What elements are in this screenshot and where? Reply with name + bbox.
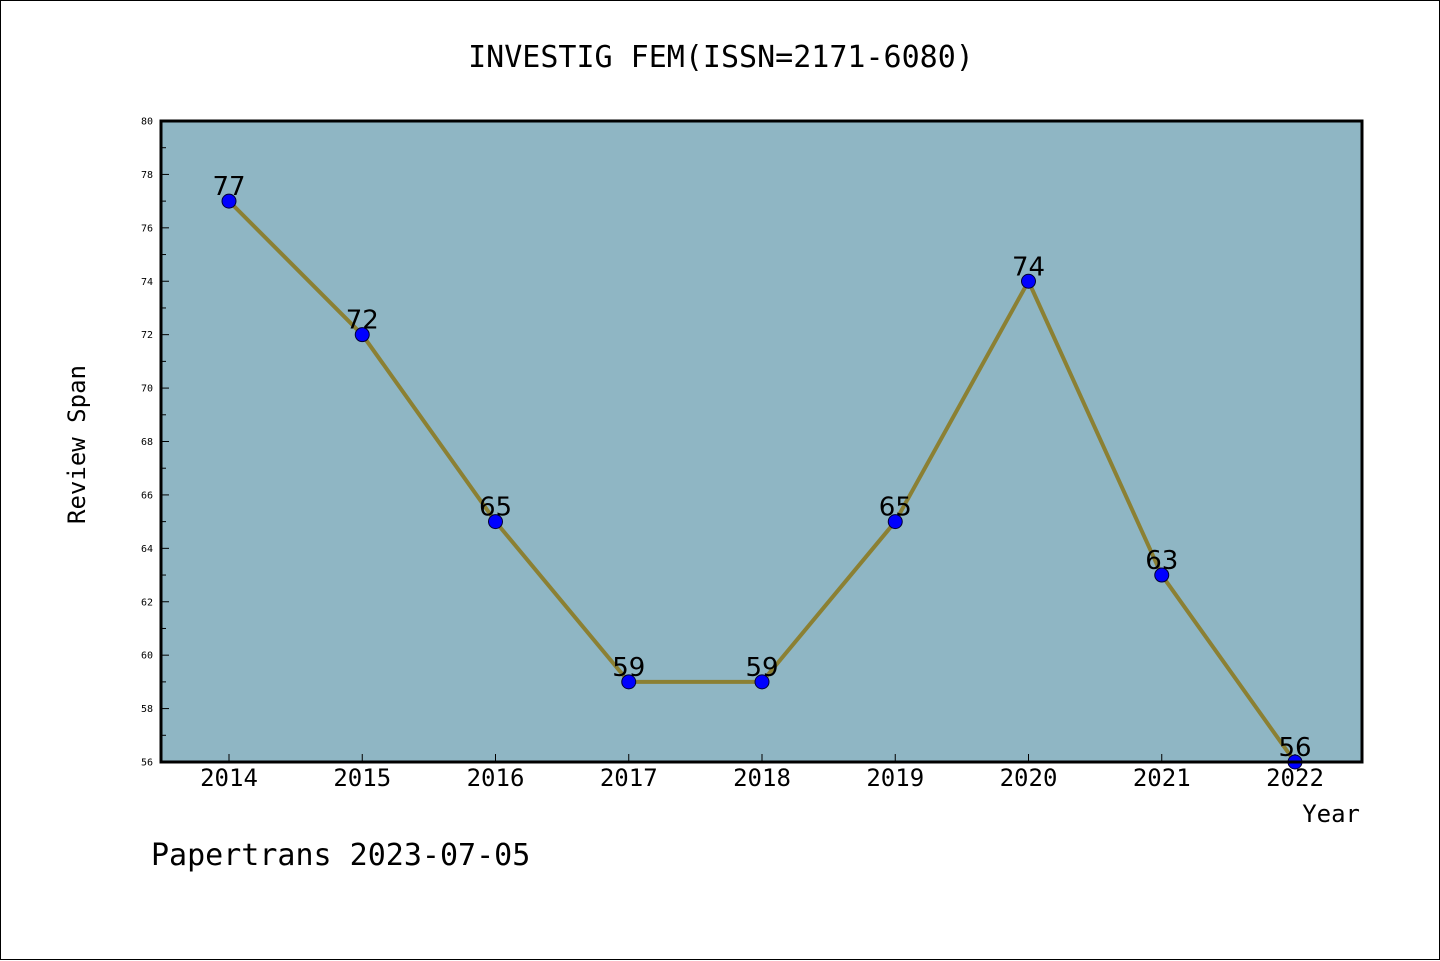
y-tick-label: 78 <box>141 170 153 181</box>
data-label: 59 <box>612 653 645 683</box>
x-tick-label: 2017 <box>600 764 658 792</box>
data-label: 59 <box>745 653 778 683</box>
data-label: 56 <box>1278 733 1311 763</box>
x-tick-label: 2014 <box>200 764 258 792</box>
data-point-marker <box>887 514 903 530</box>
y-tick-label: 72 <box>141 330 153 341</box>
data-point-marker <box>488 514 503 530</box>
y-tick-label: 64 <box>141 544 153 555</box>
data-point-marker <box>1154 567 1170 583</box>
data-label: 74 <box>1012 252 1045 282</box>
y-tick-label: 80 <box>141 117 153 128</box>
y-tick-label: 58 <box>141 704 153 715</box>
x-tick-label: 2020 <box>1000 764 1058 792</box>
series-layer: 77 72 65 59 59 65 74 63 56 <box>212 172 1312 770</box>
chart-title: INVESTIG FEM(ISSN=2171-6080) <box>468 40 974 75</box>
y-axis-label: Review Span <box>63 365 91 524</box>
data-point-marker <box>621 674 637 690</box>
data-point-marker <box>354 327 370 343</box>
x-tick-label: 2021 <box>1133 764 1191 792</box>
x-tick-label: 2018 <box>733 764 791 792</box>
plot-border <box>159 119 1364 764</box>
y-tick-label: 68 <box>141 437 153 448</box>
data-label: 65 <box>879 493 912 523</box>
data-label: 72 <box>346 306 379 336</box>
data-label: 77 <box>212 172 245 202</box>
axis-ticks: 56 58 60 62 64 66 68 70 72 74 76 78 80 2014 2015 2016 20… <box>141 117 1324 793</box>
data-point-marker <box>1021 273 1036 289</box>
y-tick-label: 56 <box>141 758 153 769</box>
x-axis-label: Year <box>1302 800 1360 828</box>
x-tick-label: 2019 <box>866 764 924 792</box>
plot-area <box>161 121 1362 762</box>
x-tick-label: 2015 <box>333 764 391 792</box>
y-tick-label: 60 <box>141 651 153 662</box>
y-tick-label: 76 <box>141 223 153 234</box>
y-tick-label: 74 <box>141 277 153 288</box>
x-tick-label: 2016 <box>467 764 525 792</box>
data-point-marker <box>754 674 770 690</box>
data-label: 63 <box>1145 546 1178 576</box>
data-label: 65 <box>479 493 512 523</box>
y-tick-label: 62 <box>141 597 153 608</box>
data-point-marker <box>221 193 237 209</box>
y-tick-label: 66 <box>141 490 153 501</box>
y-tick-label: 70 <box>141 384 153 395</box>
footer-date-text: Papertrans 2023-07-05 <box>151 838 530 873</box>
